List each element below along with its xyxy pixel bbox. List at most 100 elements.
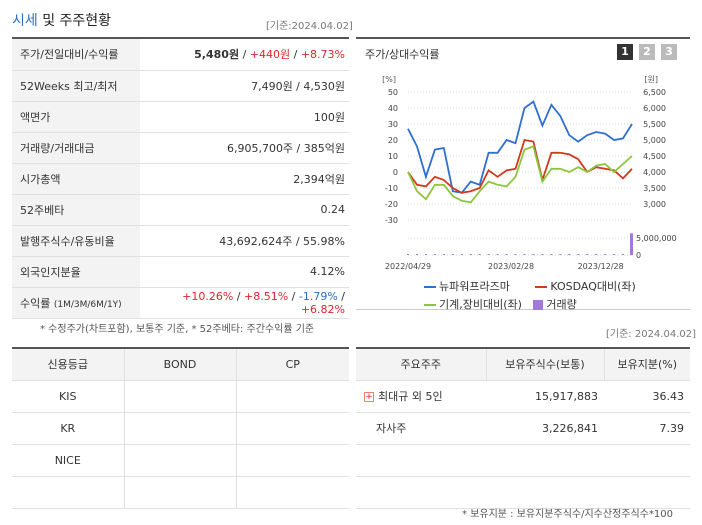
table-row: 액면가 100원	[12, 101, 349, 133]
sep: /	[239, 48, 250, 62]
volume-bar	[559, 254, 562, 255]
legend-label: KOSDAQ대비(좌)	[550, 280, 636, 293]
agency-name: NICE	[12, 444, 125, 477]
volume-bar	[460, 254, 463, 255]
agency-name: KIS	[12, 380, 125, 413]
quote-note: * 수정주가(차트포함), 보통주 기준, * 52주베타: 주간수익률 기준	[40, 324, 315, 335]
holder-name-cell: + 최대규 외 5인	[356, 380, 486, 413]
volume-bar	[496, 254, 499, 255]
table-row: 52주베타 0.24	[12, 194, 349, 226]
table-header-row: 주요주주 보유주식수(보통) 보유지분(%)	[356, 348, 690, 381]
holder-shares: 15,917,883	[486, 380, 604, 413]
holder-shares	[486, 444, 604, 477]
volume-bar	[630, 233, 633, 255]
return-1m: +10.26%	[182, 289, 234, 303]
row-label: 외국인지분율	[12, 256, 140, 288]
col-header: 보유지분(%)	[604, 348, 690, 381]
series-line	[407, 145, 633, 204]
expand-icon[interactable]: +	[364, 392, 374, 402]
volume-bar	[523, 254, 526, 255]
table-row	[356, 444, 690, 477]
price-chart: [%] [원] 50 6,500 40 6,000 30 5,500 20 5,000 10 4,50…	[382, 75, 677, 271]
holder-name	[356, 476, 486, 509]
holders-date: [기준: 2024.04.02]	[606, 329, 697, 340]
left-tick-label: -20	[385, 200, 398, 209]
chart-tab-3[interactable]: 3	[661, 44, 677, 60]
returns-values: +10.26% / +8.51% / -1.79% / +6.82%	[140, 287, 349, 319]
table-row	[12, 476, 349, 509]
row-label: 주가/전일대비/수익률	[12, 39, 140, 71]
row-value: 4.12%	[140, 256, 349, 288]
divider	[12, 37, 349, 39]
col-header: CP	[236, 348, 349, 381]
row-label: 52주베타	[12, 194, 140, 226]
volume-bar	[514, 254, 517, 255]
sep: /	[337, 289, 345, 303]
left-tick-label: 10	[388, 152, 398, 161]
col-header: BOND	[124, 348, 237, 381]
legend-label: 뉴파워프라즈마	[439, 280, 510, 293]
legend-swatch-line	[424, 304, 436, 306]
sep: /	[290, 48, 301, 62]
left-tick-label: 0	[393, 168, 398, 177]
row-label: 시가총액	[12, 163, 140, 195]
right-tick-label: 3,500	[643, 184, 666, 193]
right-tick-label: 4,500	[643, 152, 666, 161]
table-row: 시가총액 2,394억원	[12, 163, 349, 195]
price-summary: 5,480원 / +440원 / +8.73%	[140, 39, 349, 71]
legend-row: 기계,장비대비(좌) 거래량	[424, 296, 636, 312]
table-header-row: 신용등급 BOND CP	[12, 348, 349, 381]
series-line	[407, 100, 633, 194]
holder-pct: 36.43	[604, 380, 690, 413]
holder-pct	[604, 444, 690, 477]
row-value: 7,490원 / 4,530원	[140, 70, 349, 102]
volume-bar	[433, 254, 436, 255]
quote-date: [기준:2024.04.02]	[266, 21, 353, 32]
volume-bar	[586, 254, 589, 255]
credit-rating-table: 신용등급 BOND CP KIS KR NICE	[12, 347, 349, 509]
table-row: KIS	[12, 380, 349, 413]
bond-rating	[124, 476, 237, 509]
current-price: 5,480원	[194, 48, 240, 62]
returns-label: 수익률	[20, 296, 51, 310]
col-header: 주요주주	[356, 348, 487, 381]
holders-footnote: * 보유지분 : 보유지분주식수/지수산정주식수*100	[462, 509, 673, 520]
cp-rating	[236, 380, 349, 413]
returns-periods: (1M/3M/6M/1Y)	[53, 299, 122, 310]
holder-shares	[486, 476, 604, 509]
title-accent: 시세	[12, 13, 38, 29]
agency-name	[12, 476, 125, 509]
row-value: 100원	[140, 101, 349, 133]
bond-rating	[124, 444, 237, 477]
row-value: 2,394억원	[140, 163, 349, 195]
left-tick-label: 30	[388, 120, 398, 129]
left-tick-label: 40	[388, 104, 398, 113]
chart-title: 주가/상대수익률	[365, 48, 440, 61]
sep: /	[233, 289, 244, 303]
legend-swatch-box	[533, 300, 544, 310]
holder-pct: 7.39	[604, 412, 690, 445]
chart-tab-2[interactable]: 2	[639, 44, 655, 60]
table-row: + 최대규 외 5인 15,917,883 36.43	[356, 380, 690, 413]
legend-label: 기계,장비대비(좌)	[439, 298, 522, 311]
volume-bar	[407, 254, 409, 255]
sep: /	[288, 289, 299, 303]
volume-bar	[532, 254, 535, 255]
volume-bar	[613, 254, 616, 255]
page-title: 시세 및 주주현황	[12, 10, 111, 30]
bond-rating	[124, 380, 237, 413]
left-tick-label: -10	[385, 184, 398, 193]
left-tick-label: 20	[388, 136, 398, 145]
volume-bar	[541, 254, 544, 255]
chart-panel	[356, 37, 690, 310]
volume-bar	[550, 254, 553, 255]
volume-bar	[487, 254, 490, 255]
left-tick-label: 50	[388, 88, 398, 97]
chart-tab-1[interactable]: 1	[617, 44, 633, 60]
table-row	[356, 476, 690, 509]
x-tick-label: 2023/02/28	[488, 262, 534, 271]
chart-legend: 뉴파워프라즈마 KOSDAQ대비(좌) 기계,장비대비(좌) 거래량	[424, 278, 636, 312]
row-label: 액면가	[12, 101, 140, 133]
price-rate: +8.73%	[300, 48, 345, 62]
